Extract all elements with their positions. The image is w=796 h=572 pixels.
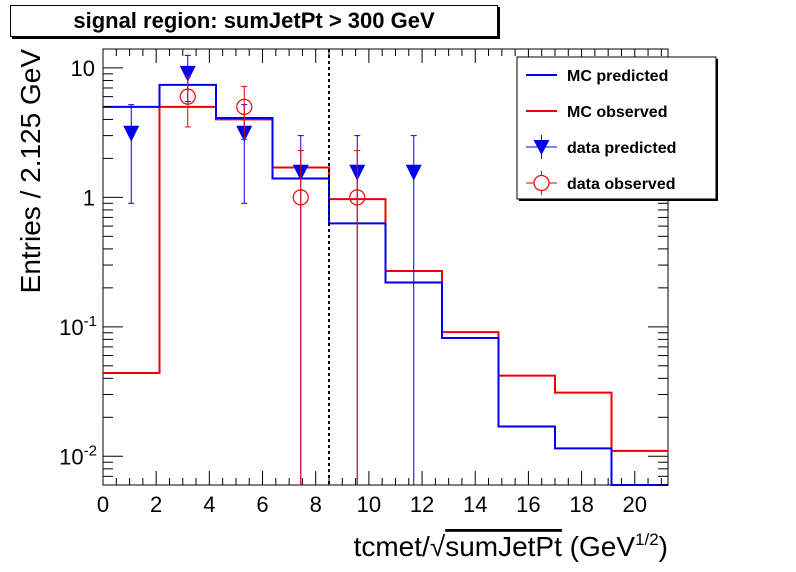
legend-box: [516, 56, 717, 200]
legend-marker-swatch: [533, 174, 550, 192]
y-tick-label: 10: [71, 56, 95, 81]
x-tick-label: 16: [516, 492, 540, 517]
data-observed-marker: [179, 88, 196, 105]
legend-label: data observed: [567, 176, 675, 193]
data-observed-marker: [349, 189, 366, 206]
data-observed-point-3: [349, 150, 366, 485]
x-axis-title: tcmet/√sumJetPt (GeV1/2): [354, 530, 668, 562]
data-observed-marker: [292, 189, 309, 206]
mc-predicted-histogram: [103, 83, 668, 486]
legend-entry-data-predicted: data predicted: [526, 135, 676, 159]
x-tick-label: 14: [463, 492, 487, 517]
histogram-layer: [103, 83, 668, 486]
x-tick-label: 10: [357, 492, 381, 517]
x-tick-label: 8: [310, 492, 322, 517]
legend-entry-mc-observed: MC observed: [526, 104, 667, 121]
data-predicted-marker: [123, 125, 140, 142]
y-axis-title: Entries / 2.125 GeV: [15, 49, 46, 294]
data-predicted-point-0: [123, 104, 140, 204]
x-tick-label: 6: [256, 492, 268, 517]
legend-label: MC observed: [567, 104, 667, 121]
axis-labels: Entries / 2.125 GeV tcmet/√sumJetPt (GeV1…: [15, 49, 668, 562]
data-points-layer: [123, 54, 422, 485]
legend: MC predicted MC observed data predicted dat…: [516, 56, 718, 201]
legend-entry-data-observed: data observed: [526, 171, 675, 195]
x-tick-label: 12: [410, 492, 434, 517]
x-tick-label: 18: [569, 492, 593, 517]
y-tick-label: 1: [83, 185, 95, 210]
axis-ticks: 0 2 4 6 8 10 12 14 16 18 20 10-2 10-1 1 10: [59, 49, 668, 517]
data-predicted-marker: [405, 164, 422, 181]
x-tick-label: 0: [97, 492, 109, 517]
data-predicted-point-5: [405, 135, 422, 485]
x-tick-label: 4: [203, 492, 215, 517]
data-observed-point-2: [292, 150, 309, 485]
data-predicted-marker: [179, 65, 196, 82]
legend-label: MC predicted: [567, 68, 668, 85]
legend-entry-mc-predicted: MC predicted: [526, 68, 668, 85]
x-tick-label: 20: [623, 492, 647, 517]
data-observed-point-1: [236, 85, 253, 140]
y-tick-label: 10-1: [59, 313, 97, 340]
x-tick-label: 2: [150, 492, 162, 517]
data-observed-point-0: [179, 76, 196, 128]
legend-label: data predicted: [567, 140, 676, 157]
chart-title: signal region: sumJetPt > 300 GeV: [10, 5, 498, 37]
data-observed-marker: [236, 98, 253, 115]
legend-marker-swatch: [533, 140, 550, 155]
y-tick-label: 10-2: [59, 442, 97, 469]
